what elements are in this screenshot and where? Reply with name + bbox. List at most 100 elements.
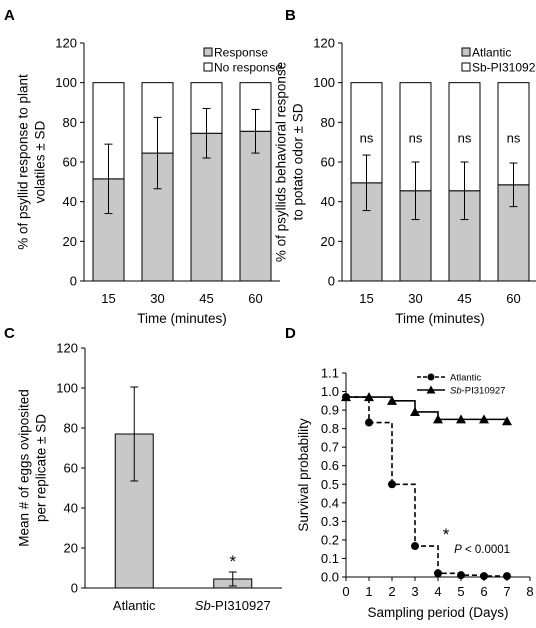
panel-c-y-tick-label: 20 — [64, 541, 78, 556]
panel-b-ns-label: ns — [409, 131, 423, 146]
panel-a-legend-label: No response — [214, 61, 282, 75]
panel-a-legend-swatch — [203, 62, 213, 72]
panel-b-y-tick-label: 120 — [313, 36, 335, 51]
panel-a-y-tick-label: 40 — [63, 194, 77, 209]
panel-d-marker-triangle — [341, 392, 351, 402]
panel-b-y-tick-label: 20 — [321, 234, 335, 249]
panel-d-x-axis-title: Sampling period (Days) — [367, 605, 508, 620]
panel-b-y-axis-title: % of psyllids behavioral response to pota… — [274, 62, 306, 262]
panel-d-x-tick-label: 3 — [411, 584, 418, 599]
panel-letter-b: B — [285, 7, 296, 24]
panel-d-y-tick-label: 0.4 — [321, 495, 339, 510]
panel-d-y-tick-label: 0.6 — [321, 458, 339, 473]
panel-b-legend-label: Sb-PI310927 — [472, 61, 536, 75]
panel-d-x-tick-label: 4 — [434, 584, 441, 599]
panel-c-y-tick-label: 40 — [64, 501, 78, 516]
panel-b-legend-label: Atlantic — [472, 46, 511, 60]
panel-d-y-tick-label: 0.5 — [321, 477, 339, 492]
panel-d-y-tick-label: 0.8 — [321, 421, 339, 436]
panel-b-legend-swatch — [461, 62, 471, 72]
panel-d-y-tick-label: 1.0 — [321, 384, 339, 399]
panel-d-marker-circle — [480, 572, 488, 581]
panel-b-ns-label: ns — [458, 131, 472, 146]
panel-b-y-tick-label: 100 — [313, 75, 335, 90]
panel-d-marker-circle — [388, 480, 396, 489]
panel-d-marker-circle — [411, 542, 419, 551]
panel-a-x-axis-title: Time (minutes) — [137, 311, 227, 326]
panel-letter-d: D — [285, 325, 296, 342]
panel-d-marker-triangle — [433, 414, 443, 424]
panel-c-significance-star: * — [229, 552, 236, 571]
panel-b: 0 20 40 60 80 100 120 15 ns 30 ns 45 ns 60 ns Time (min… — [274, 36, 536, 326]
panel-d-legend-label: Atlantic — [450, 373, 481, 384]
panel-b-x-tick-label: 60 — [506, 291, 520, 306]
panel-d-x-tick-label: 6 — [480, 584, 487, 599]
panel-a-x-tick-label: 60 — [248, 291, 262, 306]
panel-c-x-tick-label: Atlantic — [113, 598, 156, 613]
panel-d-marker-circle — [434, 569, 442, 578]
panel-b-y-tick-label: 40 — [321, 194, 335, 209]
panel-a-x-tick-label: 15 — [101, 291, 115, 306]
panel-a-y-tick-label: 80 — [63, 115, 77, 130]
panel-d-x-tick-label: 8 — [526, 584, 533, 599]
panel-d-x-tick-label: 7 — [503, 584, 510, 599]
panel-d-y-axis-title: Survival probability — [296, 418, 311, 532]
panel-d-p-value: P < 0.0001 — [454, 544, 510, 556]
panel-a-y-tick-label: 120 — [55, 36, 77, 51]
panel-a: 0 20 40 60 80 100 120 15 30 45 60 Time (minutes) % o… — [16, 36, 283, 327]
panel-a-y-tick-label: 100 — [55, 75, 77, 90]
panel-d-marker-triangle — [479, 414, 489, 424]
panel-a-y-tick-label: 60 — [63, 155, 77, 170]
panel-d-y-tick-label: 1.1 — [321, 366, 339, 381]
panel-b-ns-label: ns — [507, 131, 521, 146]
panel-c-y-tick-label: 120 — [56, 341, 78, 356]
panel-letter-c: C — [4, 325, 15, 342]
panel-d-line-sb — [346, 396, 508, 422]
panel-d-marker-circle — [503, 572, 511, 581]
panel-d-x-tick-label: 0 — [342, 584, 349, 599]
panel-a-legend-swatch — [203, 47, 213, 57]
panel-b-x-tick-label: 15 — [359, 291, 373, 306]
panel-d-marker-circle — [365, 418, 373, 427]
panel-d-marker-triangle — [364, 392, 374, 402]
panel-d-marker-triangle — [387, 395, 397, 405]
panel-d-y-tick-label: 0.7 — [321, 440, 339, 455]
panel-d-y-tick-label: 0.1 — [321, 551, 339, 566]
panel-d-marker-triangle — [502, 416, 512, 426]
panel-d-marker-circle — [457, 571, 465, 580]
panel-b-x-tick-label: 45 — [457, 291, 471, 306]
panel-b-y-tick-label: 80 — [321, 115, 335, 130]
panel-d-y-tick-label: 0.2 — [321, 532, 339, 547]
panel-c: 0 20 40 60 80 100 120 Atlantic Sb-PI310927 * Mean … — [17, 341, 282, 613]
panel-c-y-tick-label: 80 — [64, 421, 78, 436]
panel-c-y-tick-label: 0 — [71, 581, 78, 596]
panel-b-legend-swatch — [461, 47, 471, 57]
panel-a-x-tick-label: 30 — [150, 291, 164, 306]
panel-b-ns-label: ns — [360, 131, 374, 146]
panel-d-significance-star: * — [443, 525, 450, 544]
panel-a-y-tick-label: 20 — [63, 234, 77, 249]
panel-c-x-tick-label: Sb-PI310927 — [195, 598, 271, 613]
panel-a-legend-label: Response — [214, 46, 268, 60]
panel-c-y-axis-title: Mean # of eggs oviposited per replicate ±… — [17, 389, 49, 547]
panel-b-y-tick-label: 60 — [321, 155, 335, 170]
panel-d-x-tick-label: 2 — [388, 584, 395, 599]
panel-c-y-tick-label: 100 — [56, 381, 78, 396]
panel-a-bar-60-lower — [239, 130, 272, 282]
panel-d: 0.0 0.1 0.2 0.3 0.4 0.5 0.6 0.7 0.8 0.9 1.0 1.1 0 1 2 3… — [296, 366, 534, 621]
panel-d-legend-marker — [427, 373, 435, 381]
panel-d-x-tick-label: 1 — [365, 584, 372, 599]
panel-d-y-tick-label: 0.0 — [321, 570, 339, 585]
panel-d-marker-triangle — [410, 406, 420, 416]
panel-d-y-tick-label: 0.3 — [321, 514, 339, 529]
panel-a-y-axis-title: % of psyllid response to plant volatiles … — [16, 74, 48, 250]
panel-a-y-tick-label: 0 — [70, 274, 77, 289]
panel-b-x-axis-title: Time (minutes) — [395, 311, 485, 326]
panel-a-x-tick-label: 45 — [199, 291, 213, 306]
panel-b-x-tick-label: 30 — [408, 291, 422, 306]
panel-b-y-tick-label: 0 — [328, 274, 335, 289]
panel-d-y-tick-label: 0.9 — [321, 403, 339, 418]
panel-d-legend-marker — [426, 385, 436, 394]
panel-letter-a: A — [4, 7, 15, 24]
